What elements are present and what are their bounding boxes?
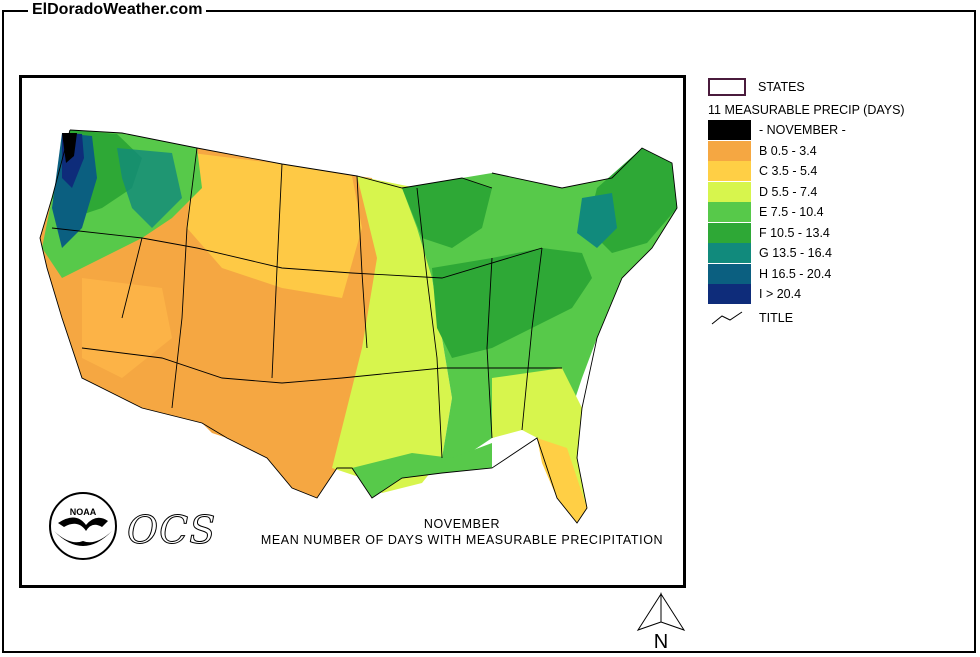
legend-states-label: STATES: [758, 80, 805, 94]
region-basin-c: [82, 278, 172, 378]
legend-item: - NOVEMBER -: [708, 120, 978, 141]
legend-items: - NOVEMBER - B 0.5 - 3.4 C 3.5 - 5.4 D 5…: [708, 120, 978, 305]
legend-swatch: [708, 284, 751, 305]
legend-swatch: [708, 243, 751, 264]
noaa-logo-text: NOAA: [70, 507, 97, 517]
legend-item-label: E 7.5 - 10.4: [759, 205, 824, 220]
legend-swatch: [708, 222, 751, 243]
legend-swatch: [708, 263, 751, 284]
legend-item-label: H 16.5 - 20.4: [759, 266, 832, 281]
legend-item-label: - NOVEMBER -: [759, 123, 846, 138]
ocs-logo: OCS: [126, 508, 217, 553]
title-line-icon: [711, 311, 743, 324]
region-gulf-e: [352, 443, 492, 498]
legend-item: E 7.5 - 10.4: [708, 202, 978, 223]
legend-states-row: STATES: [708, 76, 978, 98]
legend-item: I > 20.4: [708, 284, 978, 305]
legend-item: G 13.5 - 16.4: [708, 243, 978, 264]
region-plains-c: [187, 153, 362, 298]
legend-item-label: G 13.5 - 16.4: [759, 246, 832, 261]
region-coast-black: [62, 133, 77, 163]
states-swatch: [708, 78, 746, 96]
legend-item: C 3.5 - 5.4: [708, 161, 978, 182]
legend-swatch: [708, 120, 751, 141]
legend-item-label: F 10.5 - 13.4: [759, 225, 830, 240]
region-greatlakes-f: [402, 178, 492, 248]
north-arrow-icon: N: [636, 592, 686, 657]
legend-item: H 16.5 - 20.4: [708, 263, 978, 285]
legend-item-label: I > 20.4: [759, 287, 802, 302]
legend-title-label: TITLE: [759, 310, 794, 325]
site-title: ElDoradoWeather.com: [28, 1, 207, 19]
legend-swatch: [708, 202, 751, 223]
legend-item-label: D 5.5 - 7.4: [759, 184, 818, 199]
caption-month: NOVEMBER: [423, 517, 501, 531]
north-label: N: [654, 631, 668, 652]
legend-swatch: [708, 161, 751, 182]
legend-subtitle: 11 MEASURABLE PRECIP (DAYS): [708, 103, 905, 117]
legend-swatch: [708, 140, 751, 161]
region-florida: [537, 438, 587, 523]
legend-item-label: C 3.5 - 5.4: [759, 164, 818, 179]
map-caption: NOVEMBER MEAN NUMBER OF DAYS WITH MEASUR…: [252, 516, 672, 548]
region-ohio-f: [432, 248, 592, 358]
us-map-graphic: [39, 129, 678, 524]
outer-frame: [2, 10, 976, 653]
region-rockies-e: [117, 148, 182, 228]
precipitation-map: NOAA OCS NOVEMBER MEAN NUMBER OF DAYS WI…: [19, 75, 686, 588]
legend-item: B 0.5 - 3.4: [708, 140, 978, 162]
legend-item-label: B 0.5 - 3.4: [759, 143, 817, 158]
legend: STATES 11 MEASURABLE PRECIP (DAYS) - NOV…: [708, 76, 978, 329]
caption-description: MEAN NUMBER OF DAYS WITH MEASURABLE PREC…: [260, 533, 664, 547]
legend-title-row: TITLE: [708, 307, 978, 329]
state-borders: [39, 129, 678, 524]
noaa-logo: NOAA: [46, 491, 120, 566]
legend-item: D 5.5 - 7.4: [708, 181, 978, 203]
region-adirondack-g: [577, 193, 617, 248]
region-transition-d: [332, 176, 452, 493]
legend-swatch: [708, 181, 751, 202]
legend-item: F 10.5 - 13.4: [708, 222, 978, 244]
